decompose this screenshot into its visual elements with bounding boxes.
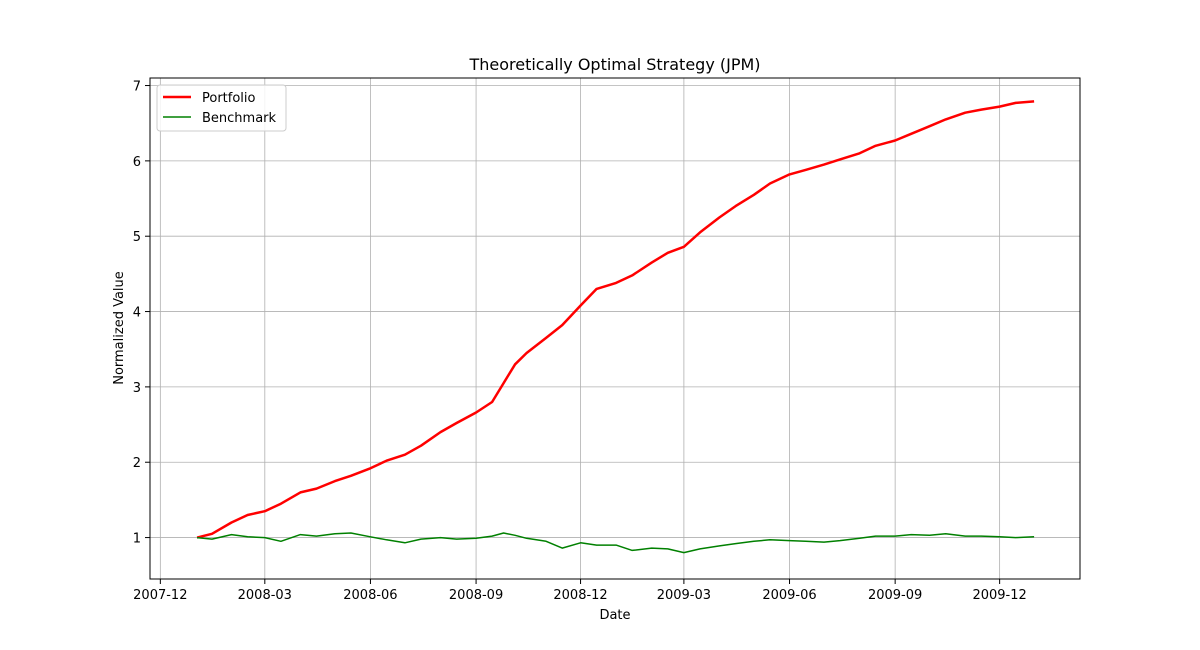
- grid-lines: [150, 78, 1080, 579]
- x-tick-label: 2009-03: [657, 588, 711, 603]
- x-tick-label: 2008-03: [238, 588, 292, 603]
- x-tick-label: 2009-06: [762, 588, 816, 603]
- x-tick-label: 2008-12: [553, 588, 607, 603]
- y-tick-label: 7: [133, 80, 141, 95]
- legend-label-portfolio: Portfolio: [202, 91, 256, 106]
- legend: Portfolio Benchmark: [156, 84, 287, 132]
- legend-label-benchmark: Benchmark: [202, 111, 277, 126]
- x-axis-label: Date: [599, 608, 630, 623]
- axis-ticks: 2007-12 2008-03 2008-06 2008-09 2008-12 2009-…: [133, 80, 1027, 603]
- y-tick-label: 2: [133, 456, 141, 471]
- chart-title: Theoretically Optimal Strategy (JPM): [468, 55, 760, 74]
- x-tick-label: 2007-12: [133, 588, 187, 603]
- y-tick-label: 4: [133, 306, 141, 321]
- y-tick-label: 3: [133, 381, 141, 396]
- x-tick-label: 2009-09: [868, 588, 922, 603]
- series-line-benchmark: [197, 532, 1035, 554]
- y-tick-label: 5: [133, 230, 141, 245]
- x-tick-label: 2009-12: [972, 588, 1026, 603]
- y-tick-label: 1: [133, 532, 141, 547]
- series-line-portfolio: [196, 100, 1035, 539]
- x-tick-label: 2008-09: [449, 588, 503, 603]
- y-axis-label: Normalized Value: [112, 271, 127, 385]
- plot-frame: [149, 77, 1081, 580]
- series-lines: [196, 100, 1035, 554]
- y-tick-label: 6: [133, 155, 141, 170]
- x-tick-label: 2008-06: [343, 588, 397, 603]
